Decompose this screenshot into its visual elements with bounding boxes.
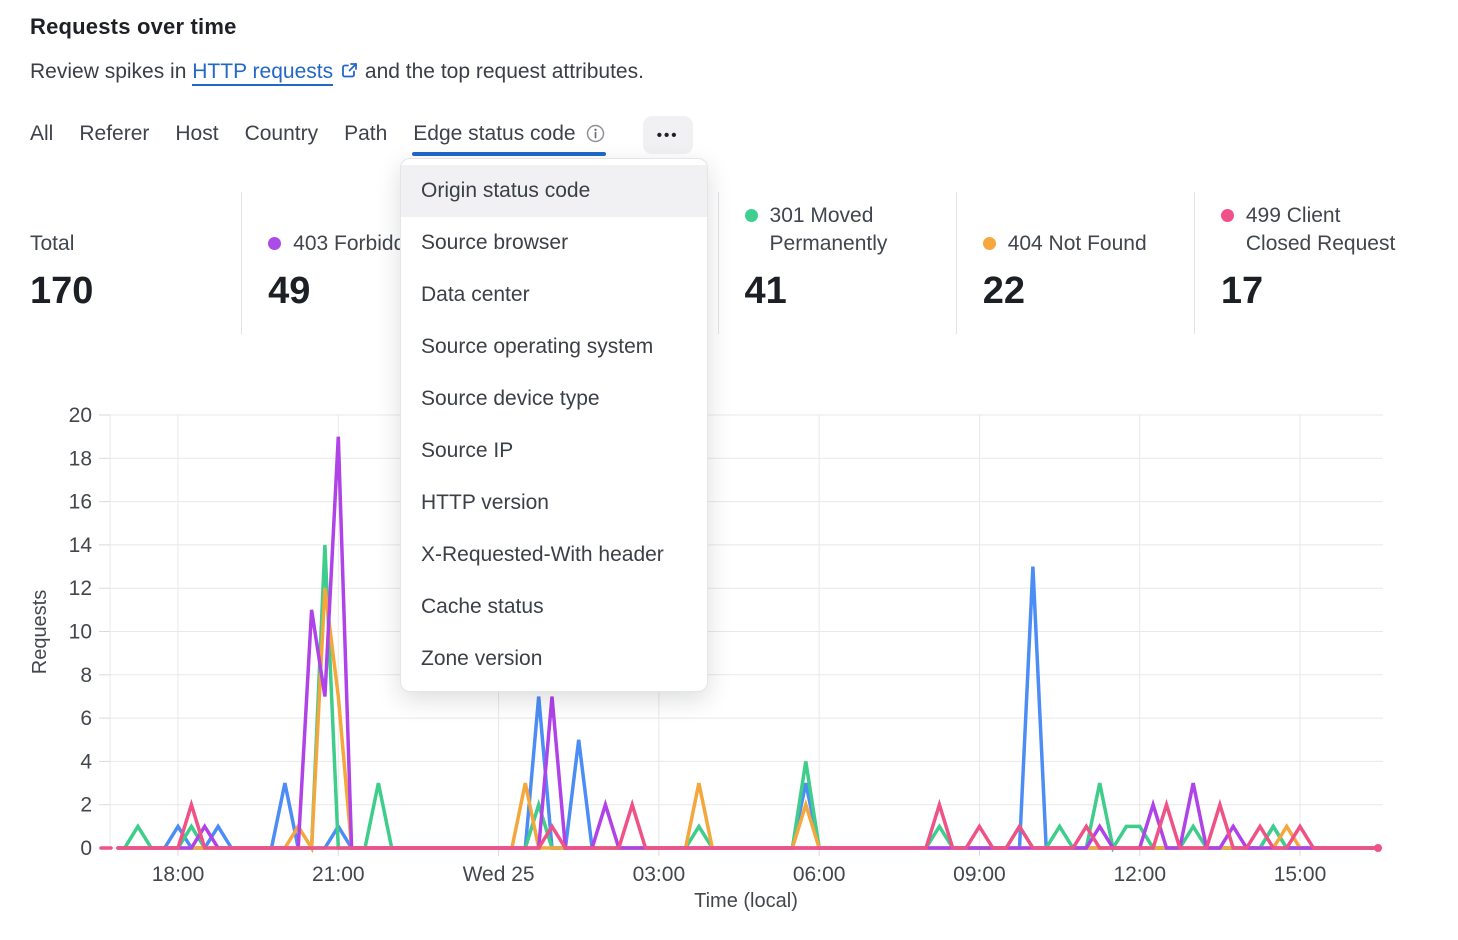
series-line-purple bbox=[116, 436, 1380, 850]
tab-bar: All Referer Host Country Path Edge status cod… bbox=[30, 116, 693, 156]
menu-item-data-center[interactable]: Data center bbox=[421, 283, 530, 306]
y-tick-label: 0 bbox=[80, 837, 92, 860]
tab-referer[interactable]: Referer bbox=[79, 122, 150, 145]
stat-label: 404 Not Found bbox=[982, 230, 1147, 258]
legend-dot bbox=[744, 209, 758, 222]
stat-404-not-found: 404 Not Found 22 bbox=[955, 192, 1194, 334]
menu-item-source-operating-system[interactable]: Source operating system bbox=[421, 335, 654, 358]
stat-label-text: Total bbox=[30, 232, 75, 255]
menu-item-source-ip[interactable]: Source IP bbox=[421, 439, 514, 462]
y-tick-label: 2 bbox=[80, 794, 92, 817]
stat-301-moved-permanently: 301 Moved Permanently 41 bbox=[717, 192, 956, 334]
subtitle-text-prefix: Review spikes in bbox=[30, 60, 187, 83]
more-tabs-button[interactable]: ••• bbox=[642, 116, 693, 154]
active-tab-underline bbox=[412, 152, 606, 156]
stat-label: 403 Forbidden bbox=[268, 230, 429, 258]
stat-value: 49 bbox=[268, 270, 311, 312]
attribute-dropdown-menu: Origin status code Source browser Data cen… bbox=[400, 158, 708, 692]
stat-total: Total 170 bbox=[30, 192, 241, 334]
stat-value: 22 bbox=[982, 270, 1025, 312]
menu-item-x-requested-with-header[interactable]: X-Requested-With header bbox=[421, 543, 664, 566]
menu-item-zone-version[interactable]: Zone version bbox=[421, 647, 543, 670]
legend-dot bbox=[1220, 209, 1234, 222]
external-link-icon bbox=[342, 63, 357, 78]
series-line-pink bbox=[116, 798, 1380, 850]
stat-label: 301 Moved Permanently bbox=[744, 202, 920, 258]
stat-value: 41 bbox=[744, 270, 787, 312]
series-end-dot bbox=[1374, 844, 1382, 852]
tab-all[interactable]: All bbox=[30, 122, 54, 145]
stat-403-forbidden: 403 Forbidden 49 bbox=[241, 192, 479, 334]
y-tick-label: 6 bbox=[80, 707, 92, 730]
legend-dot bbox=[982, 237, 996, 250]
info-icon[interactable] bbox=[586, 124, 605, 143]
menu-item-origin-status-code[interactable]: Origin status code bbox=[401, 165, 707, 217]
x-tick-label: 15:00 bbox=[1274, 863, 1327, 886]
legend-dot bbox=[268, 237, 282, 250]
active-tab-label: Edge status code bbox=[413, 122, 576, 145]
stat-label: Total bbox=[30, 230, 74, 258]
page-title: Requests over time bbox=[30, 14, 237, 39]
x-axis-title: Time (local) bbox=[694, 890, 798, 912]
y-tick-label: 16 bbox=[69, 491, 92, 514]
menu-item-source-device-type[interactable]: Source device type bbox=[421, 387, 600, 410]
x-tick-label: 03:00 bbox=[633, 863, 686, 886]
y-tick-label: 10 bbox=[69, 621, 92, 644]
menu-item-cache-status[interactable]: Cache status bbox=[421, 595, 544, 618]
stat-499-client-closed-request: 499 Client Closed Request 17 bbox=[1193, 192, 1432, 334]
x-tick-label: Wed 25 bbox=[463, 863, 535, 886]
x-tick-label: 09:00 bbox=[953, 863, 1006, 886]
menu-item-source-browser[interactable]: Source browser bbox=[421, 231, 569, 254]
y-tick-label: 18 bbox=[69, 447, 92, 470]
y-tick-label: 4 bbox=[80, 750, 92, 773]
tab-edge-status-code[interactable]: Edge status code bbox=[412, 122, 606, 156]
stats-row: Total 170 403 Forbidden 49 301 Moved Permane… bbox=[30, 192, 1432, 334]
x-tick-label: 06:00 bbox=[793, 863, 846, 886]
subtitle: Review spikes in HTTP requests and the t… bbox=[30, 60, 644, 86]
requests-chart: 0 2 4 6 8 10 12 14 16 18 20 18:00 21:00 Wed 25 03:00 06… bbox=[29, 404, 1383, 912]
y-axis-title: Requests bbox=[29, 590, 51, 675]
menu-item-http-version[interactable]: HTTP version bbox=[421, 491, 549, 514]
y-tick-label: 8 bbox=[80, 664, 92, 687]
y-tick-label: 12 bbox=[69, 577, 92, 600]
x-tick-label: 18:00 bbox=[152, 863, 205, 886]
y-tick-label: 20 bbox=[69, 404, 92, 427]
stat-value: 170 bbox=[30, 270, 94, 312]
stat-label-text: 499 Client Closed Request bbox=[1245, 204, 1396, 255]
stat-label-text: 404 Not Found bbox=[1007, 232, 1147, 255]
x-tick-label: 21:00 bbox=[312, 863, 365, 886]
stat-label-text: 301 Moved Permanently bbox=[769, 204, 888, 255]
subtitle-text-suffix: and the top request attributes. bbox=[364, 60, 644, 83]
stat-label-text: 403 Forbidden bbox=[293, 232, 429, 255]
stat-label: 499 Client Closed Request bbox=[1220, 202, 1396, 258]
stat-value: 17 bbox=[1220, 270, 1264, 312]
y-tick-label: 14 bbox=[69, 534, 93, 557]
http-requests-link[interactable]: HTTP requests bbox=[192, 60, 334, 86]
tab-path[interactable]: Path bbox=[344, 122, 388, 145]
tab-country[interactable]: Country bbox=[244, 122, 319, 145]
x-tick-label: 12:00 bbox=[1113, 863, 1166, 886]
tab-host[interactable]: Host bbox=[175, 122, 219, 145]
